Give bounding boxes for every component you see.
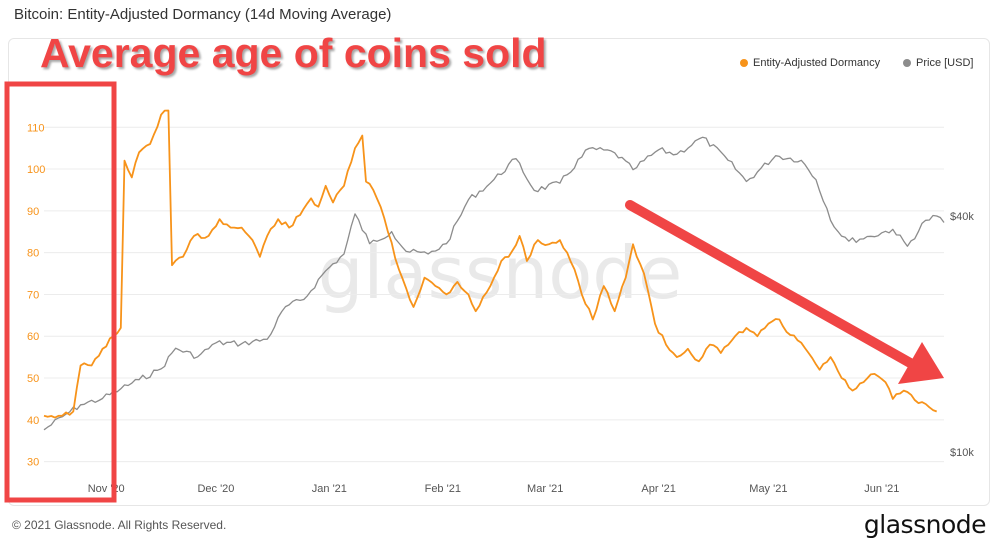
x-tick-label: Jan '21 (312, 483, 347, 495)
y-tick-label-left: 110 (27, 122, 45, 134)
chart-title: Bitcoin: Entity-Adjusted Dormancy (14d M… (14, 6, 392, 23)
axis-layer: 30 40 50 60 70 80 90 100 110 $10k $40k Nov '20 Dec '… (27, 122, 974, 495)
grid-layer (44, 126, 944, 463)
dormancy-layer (43, 109, 938, 419)
trend-arrow (625, 200, 944, 384)
legend-label-dormancy: Entity-Adjusted Dormancy (753, 57, 881, 69)
dormancy-line (43, 109, 938, 419)
glassnode-logo: glassnode (863, 510, 987, 539)
y-tick-label-left: 30 (27, 457, 39, 469)
legend-dot-price (903, 59, 911, 67)
y-tick-label-left: 50 (27, 373, 39, 385)
y-tick-label-right: $40k (950, 211, 974, 223)
y-tick-label-left: 60 (27, 331, 39, 343)
y-tick-label-right: $10k (950, 447, 974, 459)
y-tick-label-left: 90 (27, 206, 39, 218)
x-tick-label: Jun '21 (864, 483, 899, 495)
x-tick-label: Mar '21 (527, 483, 563, 495)
y-tick-label-left: 40 (27, 415, 39, 427)
x-tick-label: Dec '20 (197, 483, 234, 495)
x-tick-label: Nov '20 (88, 483, 125, 495)
price-line (43, 136, 945, 431)
x-tick-label: May '21 (749, 483, 787, 495)
price-layer (43, 136, 945, 431)
legend-dot-dormancy (740, 59, 748, 67)
y-tick-label-left: 80 (27, 248, 39, 260)
y-tick-label-left: 100 (27, 164, 45, 176)
legend-item-dormancy[interactable]: Entity-Adjusted Dormancy (740, 57, 880, 69)
highlight-box (4, 81, 117, 503)
legend-label-price: Price [USD] (916, 57, 974, 69)
chart-frame (8, 38, 990, 506)
copyright-text: © 2021 Glassnode. All Rights Reserved. (12, 518, 227, 532)
y-tick-label-left: 70 (27, 289, 39, 301)
legend-item-price[interactable]: Price [USD] (903, 57, 973, 69)
callout-text: Average age of coins sold (40, 30, 547, 76)
x-tick-label: Feb '21 (425, 483, 461, 495)
watermark-text: glassnode (318, 231, 683, 315)
x-tick-label: Apr '21 (641, 483, 676, 495)
